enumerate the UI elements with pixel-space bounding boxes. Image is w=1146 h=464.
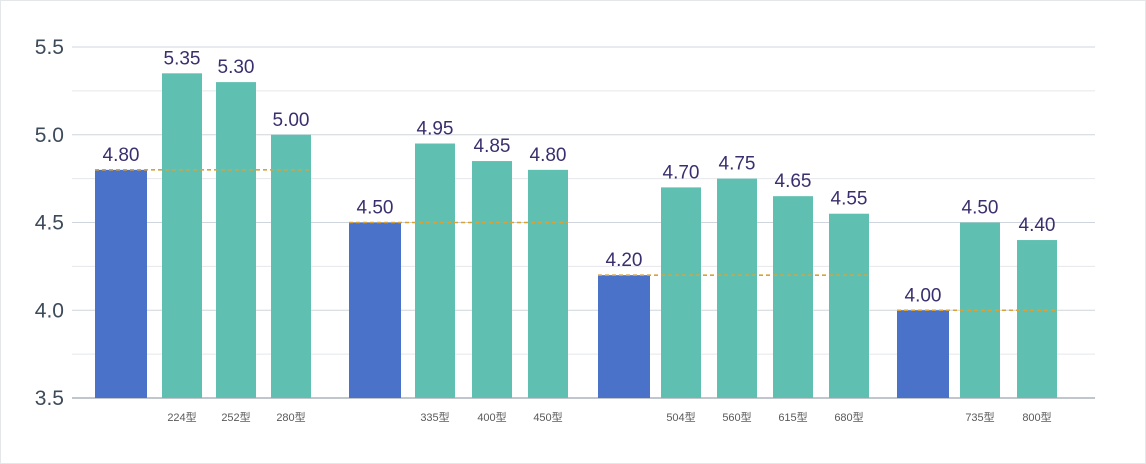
model-bar-value-label: 4.75 [719,154,756,175]
model-bar [162,73,202,398]
model-bar [216,82,256,398]
category-label: 504型 [666,410,695,424]
base-bar [598,275,650,398]
model-bar [960,222,1000,398]
y-tick-label: 4.0 [35,299,64,322]
model-bar [661,187,701,398]
base-bar-value-label: 4.80 [103,145,140,166]
category-labels: 224型 252型 280型 335型 400型 450型 504型 560型 615型 680型… [167,410,1051,424]
y-tick-label: 5.5 [35,36,64,59]
base-bar-value-label: 4.20 [606,250,643,271]
y-tick-label: 5.0 [35,124,64,147]
data-labels: 4.80 5.35 5.30 5.00 4.50 4.95 4.85 4.80 4.20 4.70… [103,48,1056,306]
model-bar-value-label: 4.55 [831,189,868,210]
model-bar-value-label: 5.00 [273,110,310,131]
category-label: 335型 [420,410,449,424]
model-bar-value-label: 4.95 [417,119,454,140]
category-label: 400型 [477,410,506,424]
base-bar [349,222,401,398]
category-label: 800型 [1022,410,1051,424]
category-label: 615型 [778,410,807,424]
category-label: 560型 [722,410,751,424]
model-bar [1017,240,1057,398]
category-label: 735型 [965,410,994,424]
category-label: 280型 [276,410,305,424]
model-bar-value-label: 4.65 [775,171,812,192]
model-bar [415,143,455,398]
model-bar-value-label: 5.30 [218,57,255,78]
base-bar-value-label: 4.50 [357,198,394,219]
model-bar-value-label: 4.50 [962,198,999,219]
base-bar [95,169,147,398]
model-bar-value-label: 5.35 [164,48,201,69]
category-label: 224型 [167,410,196,424]
model-bar-value-label: 4.85 [474,136,511,157]
model-bar-value-label: 4.70 [663,162,700,183]
reference-lines [95,169,1058,312]
base-bar [897,310,949,398]
category-label: 450型 [533,410,562,424]
y-tick-label: 4.5 [35,212,64,235]
model-bar [829,213,869,398]
model-bar-value-label: 4.40 [1019,215,1056,236]
y-axis-ticks: 3.5 4.0 4.5 5.0 5.5 [35,36,64,410]
model-bar [271,134,311,398]
model-bar [528,169,568,398]
model-bar [717,178,757,398]
model-bar [472,161,512,398]
base-bar-value-label: 4.00 [905,285,942,306]
category-label: 252型 [221,410,250,424]
model-bar [773,196,813,398]
y-tick-label: 3.5 [35,387,64,410]
bars [95,73,1057,398]
category-label: 680型 [834,410,863,424]
model-bar-value-label: 4.80 [530,145,567,166]
